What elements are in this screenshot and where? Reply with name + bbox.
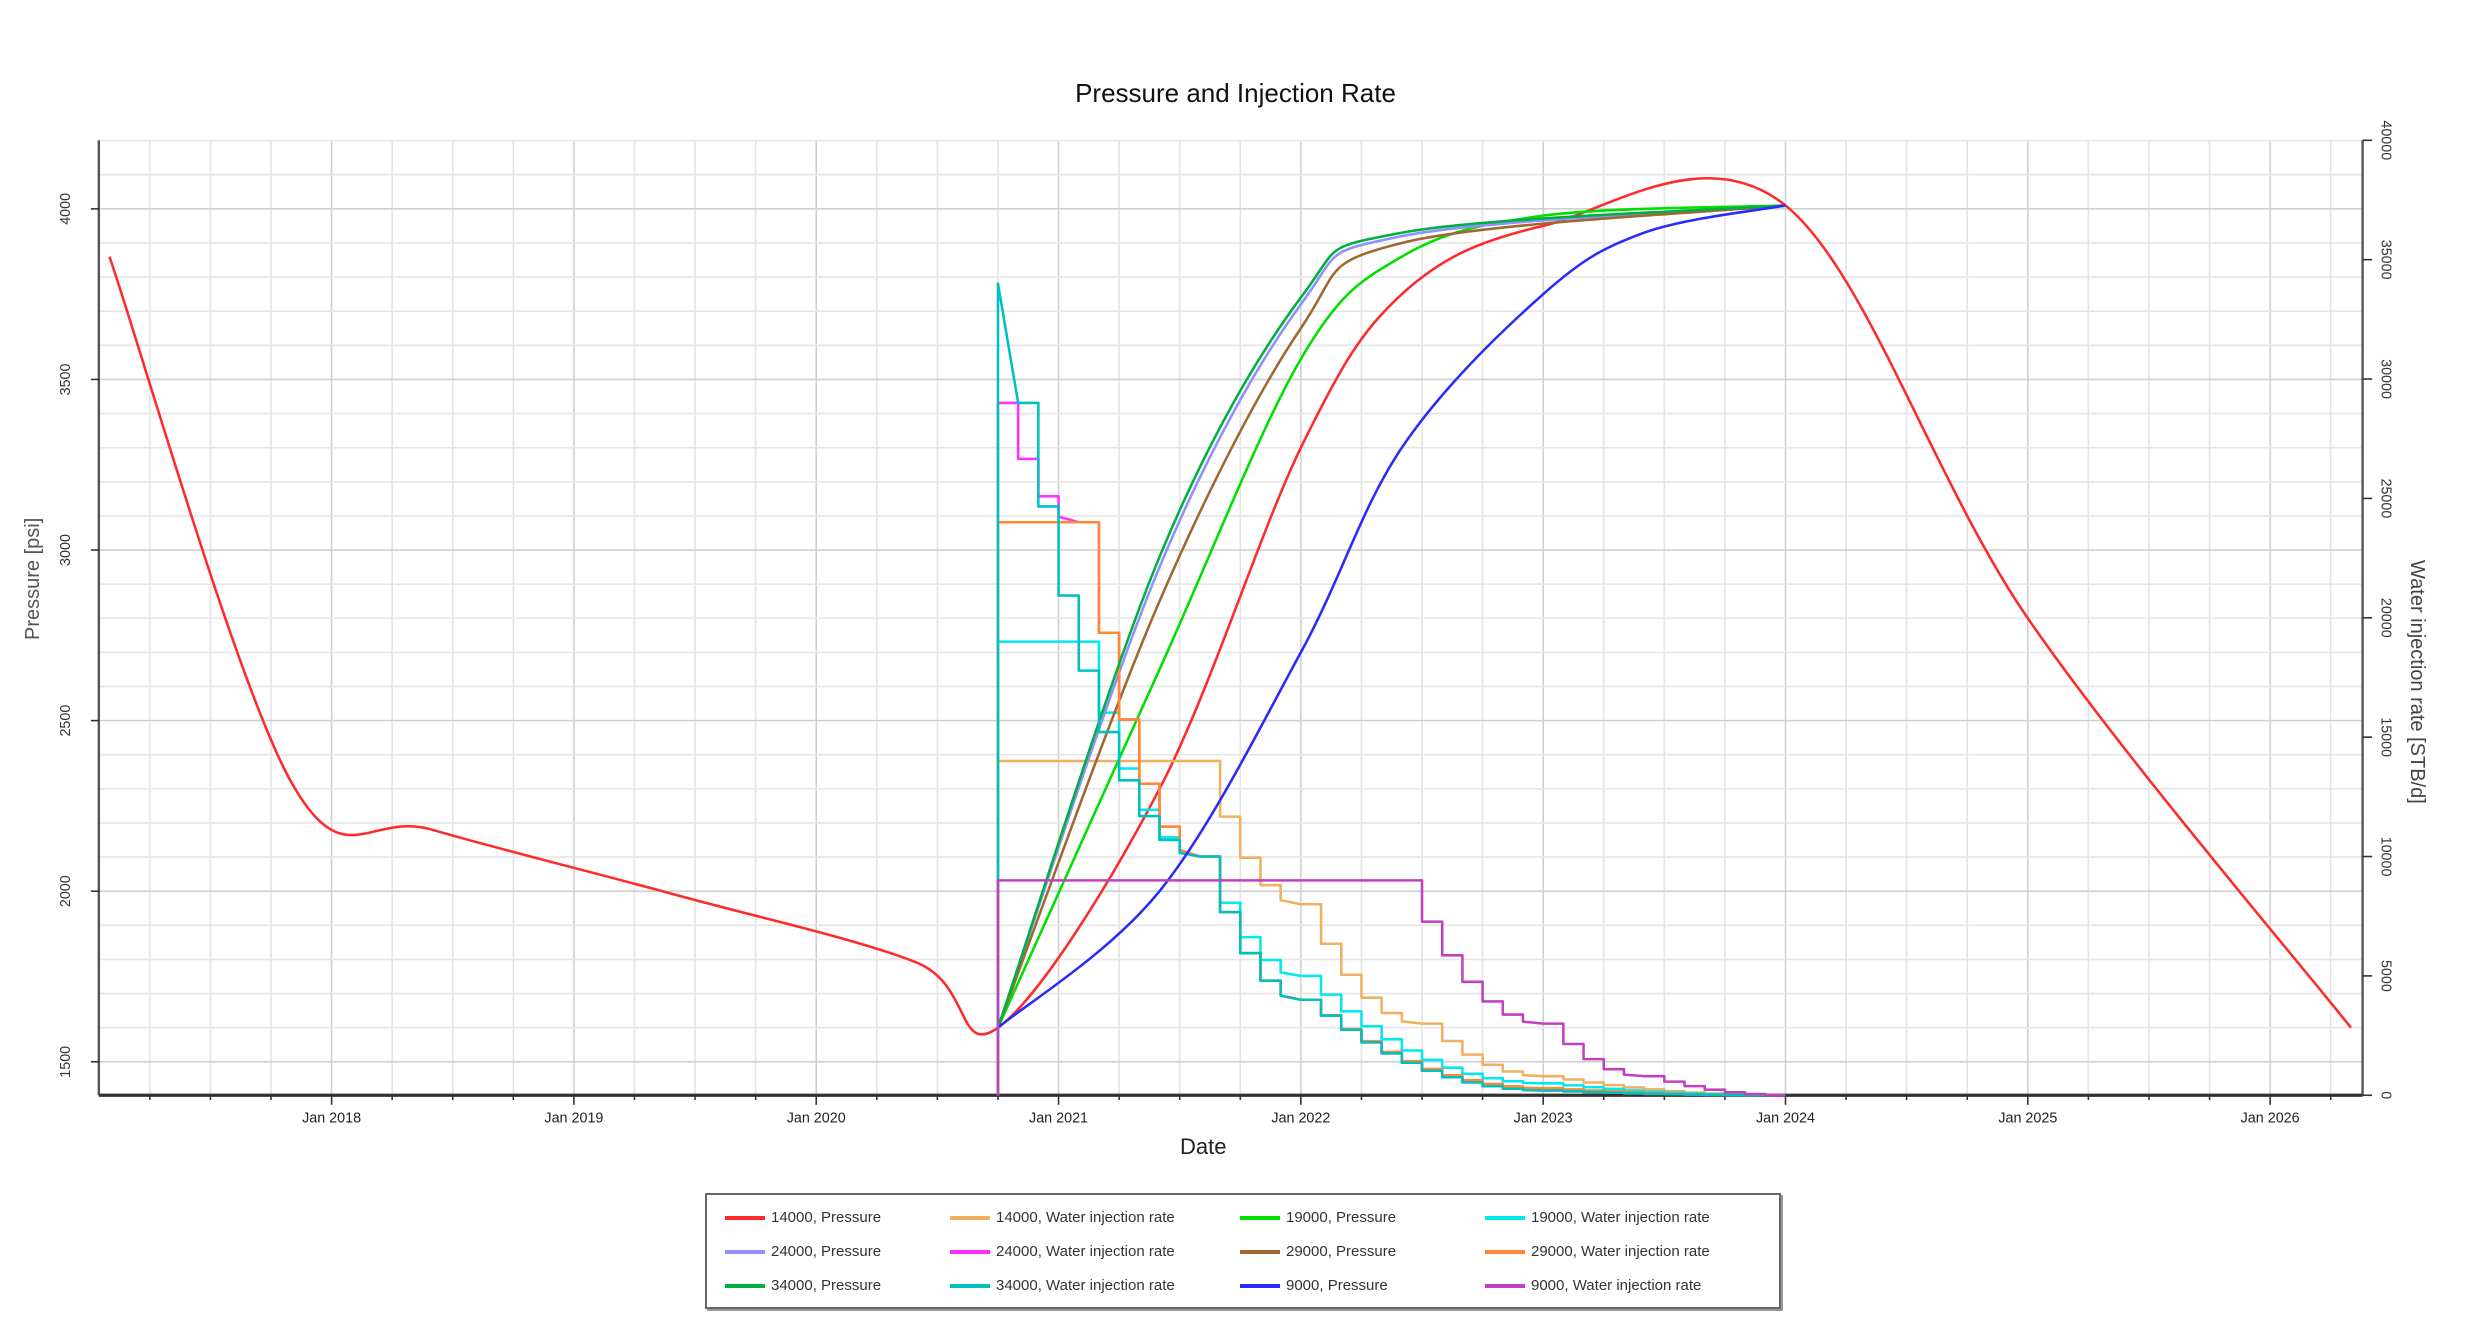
svg-text:3500: 3500 [58, 363, 74, 395]
series-24000-water-injection-rate [996, 401, 1786, 1097]
svg-text:2500: 2500 [58, 705, 74, 737]
legend-item: 9000, Pressure [1240, 1277, 1388, 1294]
legend-swatch [725, 1249, 765, 1254]
legend-swatch [950, 1215, 990, 1220]
legend-label: 19000, Water injection rate [1531, 1209, 1710, 1226]
svg-text:Jan 2019: Jan 2019 [544, 1110, 603, 1126]
legend-item: 34000, Water injection rate [950, 1277, 1175, 1294]
legend-label: 29000, Water injection rate [1531, 1243, 1710, 1260]
legend-label: 24000, Pressure [771, 1243, 882, 1260]
svg-text:0: 0 [2378, 1091, 2394, 1099]
axes [97, 140, 2364, 1097]
chart-title: Pressure and Injection Rate [1075, 78, 1396, 108]
legend-label: 19000, Pressure [1286, 1209, 1397, 1226]
svg-text:Jan 2023: Jan 2023 [1514, 1110, 1573, 1126]
svg-text:3000: 3000 [58, 534, 74, 566]
legend-label: 29000, Pressure [1286, 1243, 1397, 1260]
svg-text:30000: 30000 [2378, 359, 2394, 399]
svg-text:35000: 35000 [2378, 240, 2394, 280]
legend-label: 9000, Pressure [1286, 1277, 1388, 1294]
legend-item: 34000, Pressure [725, 1277, 881, 1294]
series-9000-pressure [997, 204, 1786, 1029]
legend-label: 34000, Water injection rate [996, 1277, 1175, 1294]
svg-text:1500: 1500 [58, 1046, 74, 1078]
svg-text:Jan 2020: Jan 2020 [787, 1110, 846, 1126]
legend-label: 14000, Pressure [771, 1209, 882, 1226]
legend-label: 24000, Water injection rate [996, 1243, 1175, 1260]
legend-swatch [1240, 1215, 1280, 1220]
x-axis-label: Date [1180, 1134, 1227, 1159]
legend-swatch [725, 1283, 765, 1288]
data-series [108, 177, 2352, 1097]
legend-item: 19000, Water injection rate [1485, 1209, 1710, 1226]
legend: 14000, Pressure 14000, Water injection ra… [705, 1193, 1781, 1309]
svg-text:5000: 5000 [2378, 960, 2394, 992]
legend-swatch [1485, 1215, 1525, 1220]
legend-item: 29000, Pressure [1240, 1243, 1396, 1260]
legend-item: 9000, Water injection rate [1485, 1277, 1701, 1294]
svg-text:Jan 2026: Jan 2026 [2241, 1110, 2300, 1126]
series-29000-water-injection-rate [996, 521, 1786, 1097]
legend-item: 19000, Pressure [1240, 1209, 1396, 1226]
legend-swatch [1485, 1283, 1525, 1288]
svg-text:15000: 15000 [2378, 717, 2394, 757]
legend-swatch [725, 1215, 765, 1220]
legend-swatch [1485, 1249, 1525, 1254]
series-24000-pressure [996, 204, 1786, 1029]
legend-item: 14000, Pressure [725, 1209, 881, 1226]
svg-text:4000: 4000 [58, 193, 74, 225]
series-9000-water-injection-rate [996, 879, 1786, 1097]
svg-text:10000: 10000 [2378, 837, 2394, 877]
legend-item: 24000, Pressure [725, 1243, 881, 1260]
svg-text:40000: 40000 [2378, 120, 2394, 160]
legend-label: 9000, Water injection rate [1531, 1277, 1702, 1294]
legend-item: 24000, Water injection rate [950, 1243, 1175, 1260]
y-axis-label-left: Pressure [psi] [22, 517, 44, 640]
y-axis-label-right: Water injection rate [STB/d] [2406, 560, 2428, 804]
grid-lines [98, 139, 2363, 1096]
legend-swatch [950, 1249, 990, 1254]
svg-text:Jan 2018: Jan 2018 [302, 1110, 361, 1126]
series-19000-pressure [996, 204, 1786, 1029]
legend-label: 14000, Water injection rate [996, 1209, 1175, 1226]
series-34000-water-injection-rate [996, 282, 1786, 1097]
svg-text:20000: 20000 [2378, 598, 2394, 638]
svg-text:2000: 2000 [58, 875, 74, 907]
legend-item: 14000, Water injection rate [950, 1209, 1175, 1226]
svg-text:Jan 2024: Jan 2024 [1756, 1110, 1815, 1126]
axis-ticks: 1500200025003000350040000500010000150002… [58, 120, 2394, 1126]
legend-swatch [1240, 1249, 1280, 1254]
series-14000-water-injection-rate [996, 759, 1786, 1097]
legend-swatch [1240, 1283, 1280, 1288]
svg-text:Jan 2022: Jan 2022 [1271, 1110, 1330, 1126]
series-14000-pressure [108, 177, 2352, 1036]
legend-label: 34000, Pressure [771, 1277, 882, 1294]
svg-text:25000: 25000 [2378, 478, 2394, 518]
svg-text:Jan 2025: Jan 2025 [1998, 1110, 2057, 1126]
series-34000-pressure [996, 204, 1786, 1029]
legend-item: 29000, Water injection rate [1485, 1243, 1710, 1260]
series-29000-pressure [996, 204, 1786, 1029]
svg-text:Jan 2021: Jan 2021 [1029, 1110, 1088, 1126]
legend-swatch [950, 1283, 990, 1288]
